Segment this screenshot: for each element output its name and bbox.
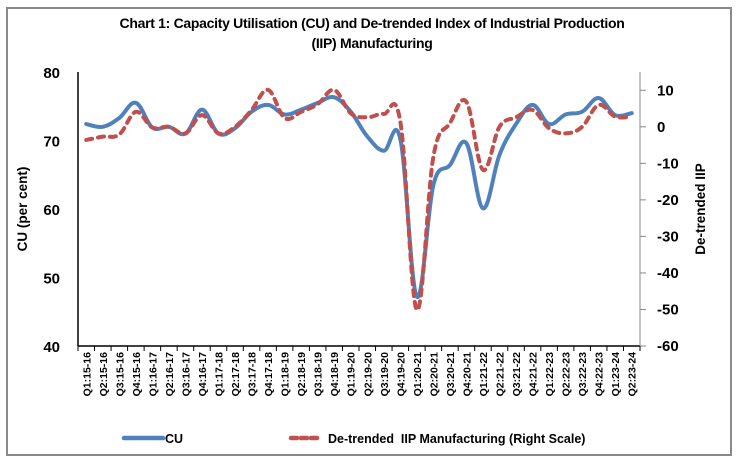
x-tick-label: Q4:19-20: [395, 352, 407, 397]
x-tick-label: Q4:18-19: [329, 352, 341, 397]
y2-tick-label: -40: [657, 265, 679, 282]
legend: CU De-trended IIP Manufacturing (Right S…: [121, 432, 585, 446]
x-tick-label: Q2:20-21: [428, 352, 440, 397]
series-line-cu: [84, 95, 634, 299]
x-tick-label: Q2:22-23: [561, 352, 573, 397]
chart-title-line2: (IIP) Manufacturing: [311, 35, 433, 51]
x-tick-label: Q1:22-23: [544, 352, 556, 397]
x-tick-label: Q4:15-16: [131, 352, 143, 397]
x-tick-label: Q3:15-16: [114, 352, 126, 397]
x-tick-label: Q3:19-20: [379, 352, 391, 397]
x-tick-label: Q3:16-17: [180, 352, 192, 397]
x-tick-label: Q4:21-22: [528, 352, 540, 397]
y-tick-label: 40: [43, 339, 60, 356]
axes: 40 50 60 70 80 -60 -50 -40 -30 -20 -10 0 10 Q1:15-16 Q…: [43, 65, 678, 396]
y-tick-label: 70: [43, 134, 60, 151]
x-tick-label: Q4:20-21: [461, 352, 473, 397]
y2-tick-label: -60: [657, 338, 679, 355]
x-tick-label: Q1:18-19: [280, 352, 292, 397]
chart-frame: [6, 7, 732, 456]
x-tick-label: Q2:23-24: [627, 352, 639, 397]
x-tick-label: Q3:17-18: [247, 352, 259, 397]
y-tick-label: 80: [43, 65, 60, 82]
y2-tick-label: -30: [657, 228, 679, 245]
y-tick-label: 50: [43, 271, 60, 288]
legend-label-iip: De-trended IIP Manufacturing (Right Scal…: [328, 432, 585, 446]
y2-tick-label: -50: [657, 301, 679, 318]
y2-tick-label: 0: [657, 119, 665, 136]
y2-tick-label: -20: [657, 192, 679, 209]
x-tick-label: Q4:17-18: [263, 352, 275, 397]
y-tick-label: 60: [43, 202, 60, 219]
x-tick-label: Q2:21-22: [495, 352, 507, 397]
x-tick-label: Q1:20-21: [412, 352, 424, 397]
chart-title: Chart 1: Capacity Utilisation (CU) and D…: [0, 13, 744, 53]
x-tick-label: Q3:18-19: [313, 352, 325, 397]
x-tick-label: Q1:15-16: [81, 352, 93, 397]
y2-tick-label: 10: [657, 82, 674, 99]
x-tick-label: Q2:16-17: [164, 352, 176, 397]
x-tick-label: Q1:19-20: [346, 352, 358, 397]
y2-tick-label: -10: [657, 155, 679, 172]
x-tick-label: Q1:21-22: [478, 352, 490, 397]
x-tick-label: Q2:15-16: [98, 352, 110, 397]
x-tick-label: Q1:16-17: [147, 352, 159, 397]
y-axis-title: CU (per cent): [15, 167, 30, 252]
x-tick-label: Q3:21-22: [511, 352, 523, 397]
x-tick-label: Q1:23-24: [610, 352, 622, 397]
x-tick-label: Q1:17-18: [214, 352, 226, 397]
x-tick-label: Q2:19-20: [362, 352, 374, 397]
x-tick-label: Q2:18-19: [296, 352, 308, 397]
x-tick-label: Q3:20-21: [445, 352, 457, 397]
x-tick-label: Q2:17-18: [230, 352, 242, 397]
x-tick-label: Q4:16-17: [197, 352, 209, 397]
series-layer: [84, 87, 634, 312]
legend-label-cu: CU: [165, 432, 183, 446]
chart-title-line1: Chart 1: Capacity Utilisation (CU) and D…: [119, 15, 625, 31]
y2-axis-title: De-trended IIP: [693, 163, 708, 255]
x-tick-label: Q3:22-23: [577, 352, 589, 397]
x-tick-label: Q4:22-23: [594, 352, 606, 397]
